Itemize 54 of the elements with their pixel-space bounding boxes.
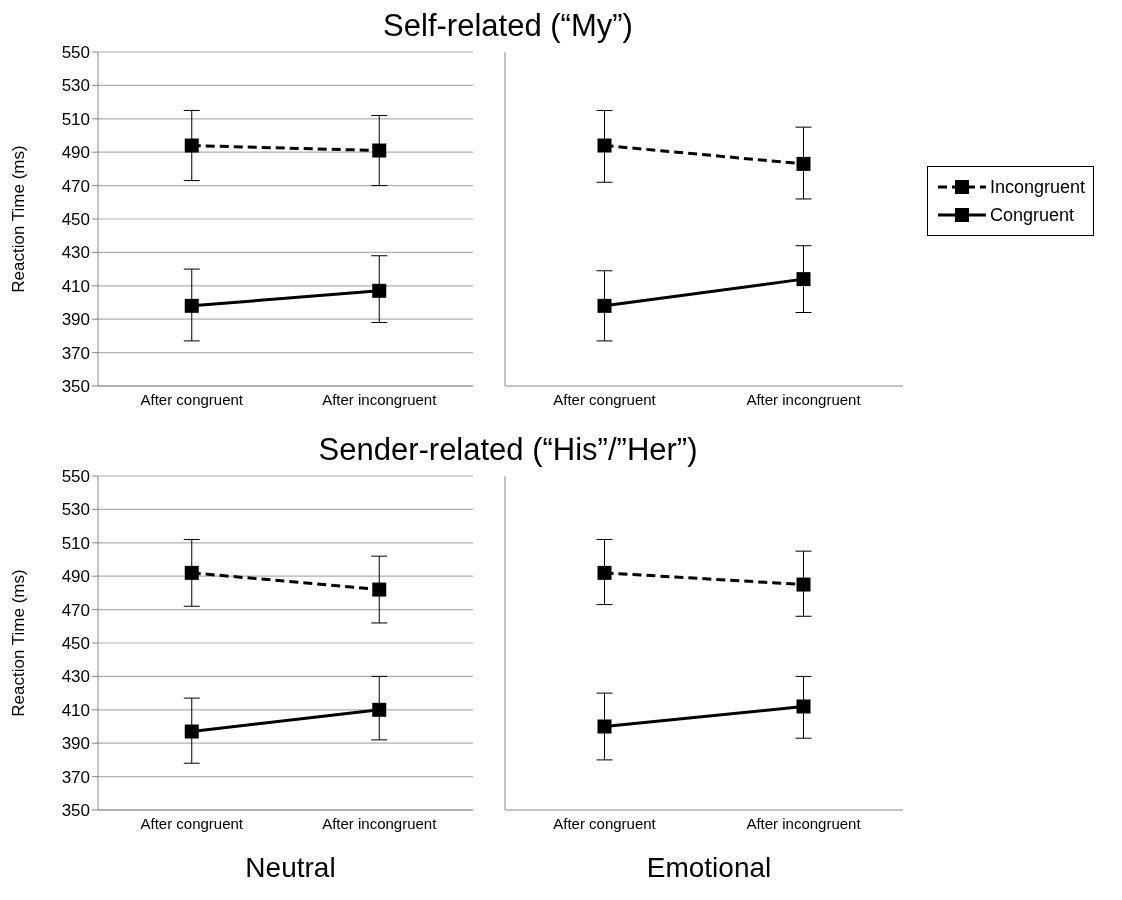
point	[372, 283, 387, 298]
y-tick-label: 410	[61, 276, 90, 296]
y-tick-label: 410	[61, 700, 90, 720]
x-tick-label: After incongruent	[746, 390, 862, 408]
x-axis-title: Neutral	[244, 852, 337, 884]
x-axis-title: Emotional	[645, 852, 773, 884]
point	[796, 272, 811, 287]
point	[372, 702, 387, 717]
y-tick-label: 510	[61, 533, 90, 553]
point	[184, 565, 199, 580]
legend-label: Incongruent	[990, 176, 1086, 198]
x-tick-label: After congruent	[553, 390, 657, 408]
x-tick-label: After incongruent	[322, 814, 438, 832]
y-tick-label: 490	[61, 567, 90, 587]
point	[597, 138, 612, 153]
y-tick-label: 550	[61, 467, 90, 487]
y-tick-label: 430	[61, 243, 90, 263]
y-tick-label: 530	[61, 76, 90, 96]
y-tick-label: 430	[61, 667, 90, 687]
y-tick-label: 550	[61, 43, 90, 63]
y-tick-label: 470	[61, 176, 90, 196]
y-tick-label: 390	[61, 734, 90, 754]
y-tick-label: 450	[61, 210, 90, 230]
x-tick-label: After congruent	[140, 390, 244, 408]
point	[184, 138, 199, 153]
x-tick-label: After congruent	[140, 814, 244, 832]
y-tick-label: 350	[61, 377, 90, 397]
point	[796, 156, 811, 171]
y-tick-label: 370	[61, 343, 90, 363]
y-tick-label: 470	[61, 600, 90, 620]
x-tick-label: After incongruent	[746, 814, 862, 832]
point	[372, 582, 387, 597]
point	[372, 143, 387, 158]
point	[184, 298, 199, 313]
point	[796, 577, 811, 592]
point	[597, 298, 612, 313]
y-tick-label: 350	[61, 801, 90, 821]
y-tick-label: 390	[61, 310, 90, 330]
x-tick-label: After incongruent	[322, 390, 438, 408]
y-tick-label: 450	[61, 634, 90, 654]
y-tick-label: 530	[61, 500, 90, 520]
y-axis-title: Reaction Time (ms)	[9, 145, 29, 293]
y-tick-label: 490	[61, 143, 90, 163]
point	[597, 565, 612, 580]
point	[184, 724, 199, 739]
y-tick-label: 510	[61, 109, 90, 129]
chart-title: Sender-related (“His”/”Her”)	[318, 432, 698, 467]
y-tick-label: 370	[61, 767, 90, 787]
point	[796, 699, 811, 714]
point	[597, 719, 612, 734]
x-tick-label: After congruent	[553, 814, 657, 832]
chart-title: Self-related (“My”)	[383, 8, 633, 43]
y-axis-title: Reaction Time (ms)	[9, 569, 29, 717]
legend-label: Congruent	[990, 204, 1075, 226]
